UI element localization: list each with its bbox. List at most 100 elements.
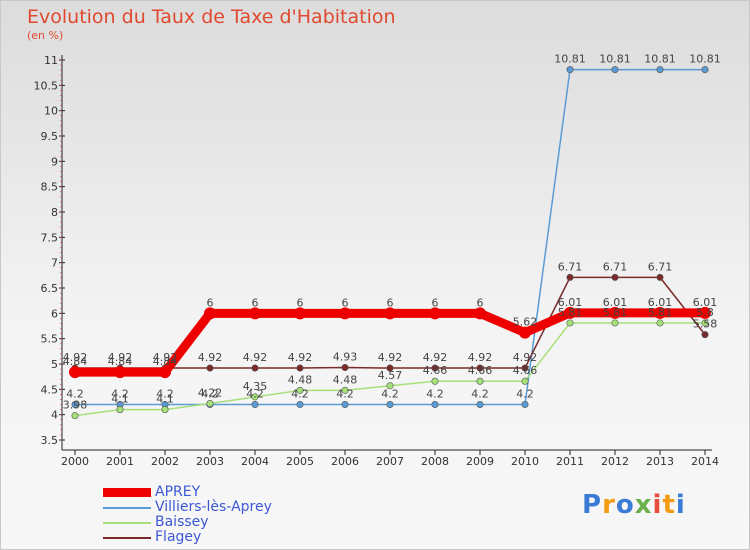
data-point-villiers-l-s-aprey [611,66,619,74]
data-point-aprey [159,366,171,379]
data-point-villiers-l-s-aprey [296,401,304,409]
y-tick-label: 9 [51,155,58,168]
data-label-flagey: 5.58 [693,318,718,331]
y-tick-label: 7 [51,257,58,270]
proxiti-logo: Proxiti [582,490,686,520]
x-tick-label: 2012 [601,455,629,468]
data-point-baissey [251,393,259,401]
y-tick-label: 6 [51,307,58,320]
y-tick-label: 8.5 [41,181,59,194]
data-point-villiers-l-s-aprey [251,401,259,409]
data-point-flagey [341,364,349,372]
legend-swatch-villiers-les-aprey [103,507,151,509]
data-point-flagey [386,364,394,372]
data-label-flagey: 4.92 [198,351,223,364]
data-point-aprey [654,306,666,319]
logo-letter: x [634,490,653,520]
data-point-baissey [566,319,574,327]
legend-label-aprey: APREY [155,484,201,500]
data-label-villiers-l-s-aprey: 4.2 [426,388,444,401]
data-label-flagey: 6.71 [648,260,673,273]
data-point-baissey [116,406,124,414]
data-label-villiers-l-s-aprey: 10.81 [689,53,721,66]
y-tick-label: 5.5 [41,333,59,346]
x-tick-label: 2008 [421,455,449,468]
data-label-aprey: 6 [432,296,439,309]
data-point-baissey [521,377,529,385]
data-point-aprey [249,307,261,320]
data-point-aprey [294,307,306,320]
chart-axes: 3.5 4 4.5 5 5.5 6 6.5 7 7.5 8 8.5 9 9.5 10 10.5 11 2000 2… [34,54,720,468]
data-point-villiers-l-s-aprey [521,401,529,409]
data-point-flagey [566,273,574,281]
x-tick-label: 2007 [376,455,404,468]
data-label-flagey: 4.92 [108,351,133,364]
data-label-aprey: 6.01 [693,296,718,309]
data-label-aprey: 6 [297,296,304,309]
data-point-aprey [114,366,126,379]
data-label-villiers-l-s-aprey: 4.2 [336,388,354,401]
data-point-villiers-l-s-aprey [476,401,484,409]
data-label-aprey: 6 [477,296,484,309]
data-point-villiers-l-s-aprey [656,66,664,74]
y-tick-label: 6.5 [41,282,59,295]
data-point-aprey [564,306,576,319]
data-point-baissey [341,386,349,394]
x-tick-label: 2000 [61,455,89,468]
data-point-aprey [519,326,531,339]
legend-label-villiers-les-aprey: Villiers-lès-Aprey [155,499,272,515]
data-label-flagey: 4.93 [333,351,358,364]
data-label-aprey: 6 [252,296,259,309]
logo-letter: i [652,490,663,520]
data-label-villiers-l-s-aprey: 10.81 [644,53,676,66]
data-point-flagey [431,364,439,372]
legend-swatch-aprey [103,488,151,497]
data-point-baissey [701,319,709,327]
data-label-baissey: 4.48 [288,373,313,386]
data-label-baissey: 4.57 [378,369,403,382]
data-point-flagey [296,364,304,372]
data-label-flagey: 4.92 [468,351,493,364]
data-label-villiers-l-s-aprey: 4.2 [201,388,219,401]
data-point-flagey [521,364,529,372]
y-tick-label: 5 [51,358,58,371]
data-label-aprey: 6 [207,296,214,309]
data-point-baissey [206,400,214,408]
data-label-baissey: 4.66 [513,364,538,377]
data-label-flagey: 4.92 [63,351,88,364]
data-point-flagey [656,273,664,281]
x-tick-label: 2014 [691,455,719,468]
data-label-villiers-l-s-aprey: 4.2 [111,388,129,401]
legend-label-baissey: Baissey [155,514,209,530]
data-point-aprey [69,366,81,379]
data-point-villiers-l-s-aprey [566,66,574,74]
data-label-baissey: 4.66 [423,364,448,377]
data-label-baissey: 4.35 [243,380,268,393]
logo-letter: r [602,490,616,520]
data-label-villiers-l-s-aprey: 4.2 [516,388,534,401]
data-point-aprey [699,306,711,319]
data-point-aprey [609,306,621,319]
data-label-aprey: 5.62 [513,316,538,329]
data-point-flagey [476,364,484,372]
data-label-flagey: 4.92 [423,351,448,364]
data-point-villiers-l-s-aprey [431,401,439,409]
data-label-flagey: 6.71 [558,260,583,273]
data-label-aprey: 6 [342,296,349,309]
data-label-aprey: 6.01 [603,296,628,309]
data-label-aprey: 4.84 [63,355,88,368]
data-label-flagey: 4.92 [153,351,178,364]
data-label-villiers-l-s-aprey: 4.2 [291,388,309,401]
y-tick-label: 10.5 [34,79,59,92]
data-label-baissey: 4.66 [468,364,493,377]
data-label-villiers-l-s-aprey: 4.2 [66,388,84,401]
x-tick-label: 2001 [106,455,134,468]
data-label-baissey: 3.98 [63,399,88,412]
data-point-villiers-l-s-aprey [701,66,709,74]
data-label-flagey: 6.71 [603,260,628,273]
data-point-baissey [611,319,619,327]
legend-label-flagey: Flagey [155,529,202,545]
y-tick-label: 3.5 [41,434,59,447]
x-tick-label: 2006 [331,455,359,468]
